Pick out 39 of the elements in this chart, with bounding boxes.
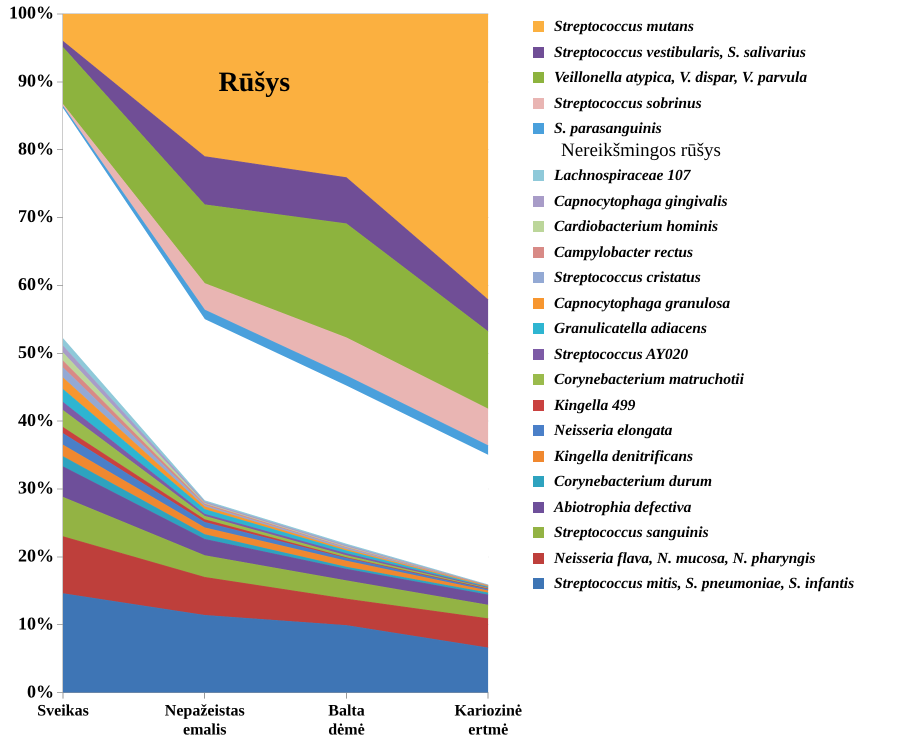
y-tick-label: 40% (18, 410, 54, 430)
x-tick-label: Balta dėmė (328, 702, 365, 739)
legend-label: S. parasanguinis (554, 120, 662, 138)
y-tick-label: 20% (18, 546, 54, 566)
y-tick-label: 100% (9, 2, 54, 23)
y-tick-label: 0% (27, 681, 54, 702)
legend-label: Corynebacterium durum (554, 473, 712, 491)
legend-label: Kingella 499 (554, 396, 636, 414)
x-tick-label: Sveikas (37, 702, 89, 720)
legend-label: Kingella denitrificans (554, 448, 694, 466)
text: Nereikšmingos rūšys (560, 140, 722, 160)
legend-label: Campylobacter rectus (554, 244, 694, 262)
legend-label: Streptococcus sanguinis (554, 524, 709, 542)
legend-label: Streptococcus mutans (554, 18, 694, 36)
legend-label: Streptococcus vestibularis, S. salivarius (554, 44, 806, 62)
legend-label: Lachnospiraceae 107 (554, 167, 690, 185)
legend-label: Cardiobacterium hominis (554, 218, 718, 236)
legend-label: Streptococcus sobrinus (554, 94, 702, 112)
y-tick-label: 80% (18, 138, 54, 158)
x-tick-label: Kariozinė ertmė (454, 702, 522, 739)
y-tick-label: 50% (18, 342, 54, 362)
legend-label: Veillonella atypica, V. dispar, V. parvula (554, 69, 808, 87)
text: Rūšys (218, 67, 290, 98)
y-tick-label: 90% (18, 70, 54, 91)
y-tick-label: 70% (18, 206, 54, 226)
legend-label: Neisseria elongata (554, 422, 672, 440)
y-tick-label: 60% (18, 274, 54, 294)
legend-label: Streptococcus mitis, S. pneumoniae, S. infantis (554, 575, 854, 593)
legend-label: Streptococcus AY020 (554, 346, 688, 364)
y-tick-label: 30% (18, 478, 54, 498)
y-tick-label: 10% (18, 613, 54, 634)
x-tick-label: Nepažeistas emalis (164, 702, 245, 739)
legend-label: Abiotrophia defectiva (554, 498, 692, 516)
legend-label: Streptococcus cristatus (554, 269, 701, 287)
legend-label: Corynebacterium matruchotii (554, 371, 744, 389)
legend-label: Neisseria flava, N. mucosa, N. pharyngis (554, 550, 816, 568)
legend-label: Capnocytophaga gingivalis (554, 192, 728, 210)
legend-label: Granulicatella adiacens (554, 320, 707, 338)
legend-label: Capnocytophaga granulosa (554, 294, 730, 312)
